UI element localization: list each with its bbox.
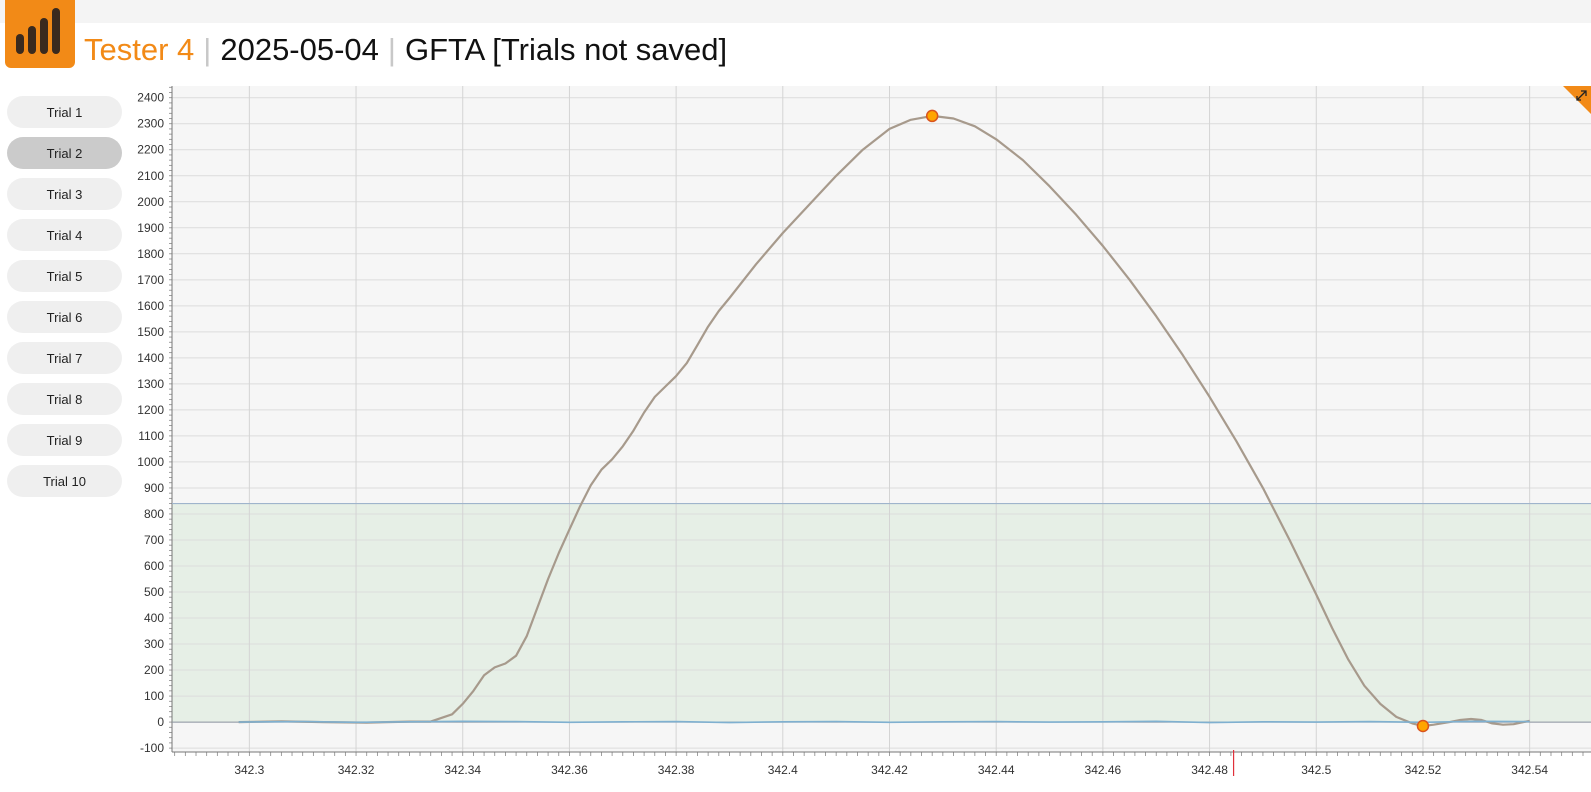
x-tick-label: 342.4 xyxy=(768,763,798,777)
y-tick-label: 1600 xyxy=(137,299,164,313)
x-tick-label: 342.54 xyxy=(1511,763,1548,777)
y-tick-label: 1500 xyxy=(137,325,164,339)
trial-button[interactable]: Trial 3 xyxy=(7,178,122,210)
y-tick-label: 1300 xyxy=(137,377,164,391)
logo-bar xyxy=(28,26,36,54)
logo-bar xyxy=(40,18,48,54)
trial-button[interactable]: Trial 5 xyxy=(7,260,122,292)
series-line xyxy=(238,114,1530,728)
y-tick-label: 2000 xyxy=(137,195,164,209)
y-tick-label: 2200 xyxy=(137,143,164,157)
y-tick-label: 500 xyxy=(144,585,164,599)
x-tick-label: 342.3 xyxy=(234,763,264,777)
y-tick-label: 2300 xyxy=(137,117,164,131)
x-tick-label: 342.46 xyxy=(1085,763,1122,777)
bar-chart-logo-icon[interactable] xyxy=(5,0,75,68)
trial-button[interactable]: Trial 9 xyxy=(7,424,122,456)
y-tick-label: 100 xyxy=(144,689,164,703)
x-tick-label: 342.34 xyxy=(444,763,481,777)
y-tick-label: 200 xyxy=(144,663,164,677)
trial-button[interactable]: Trial 1 xyxy=(7,96,122,128)
y-tick-label: 400 xyxy=(144,611,164,625)
x-tick-label: 342.38 xyxy=(658,763,695,777)
title-separator: | xyxy=(387,32,396,67)
x-tick-label: 342.5 xyxy=(1301,763,1331,777)
trial-button[interactable]: Trial 8 xyxy=(7,383,122,415)
y-tick-label: 2100 xyxy=(137,169,164,183)
y-tick-label: 700 xyxy=(144,533,164,547)
trial-button[interactable]: Trial 6 xyxy=(7,301,122,333)
x-tick-label: 342.52 xyxy=(1405,763,1442,777)
force-chart[interactable]: -100 0 100 200 300 400 500 600 700 800 900 1000 1100… xyxy=(125,86,1591,792)
trial-button[interactable]: Trial 7 xyxy=(7,342,122,374)
y-tick-label: 1000 xyxy=(137,455,164,469)
data-marker xyxy=(925,109,939,123)
y-tick-label: -100 xyxy=(140,741,164,755)
logo-bar xyxy=(52,8,60,54)
data-marker xyxy=(1416,719,1430,733)
series-line xyxy=(238,720,1530,724)
y-tick-label: 1400 xyxy=(137,351,164,365)
trial-button[interactable]: Trial 2 xyxy=(7,137,122,169)
trial-list: Trial 1 Trial 2 Trial 3 Trial 4 Trial 5 … xyxy=(7,96,122,506)
y-tick-label: 1100 xyxy=(138,429,164,443)
x-tick-label: 342.42 xyxy=(871,763,908,777)
y-tick-label: 600 xyxy=(144,559,164,573)
y-tick-label: 2400 xyxy=(137,91,164,105)
y-tick-label: 0 xyxy=(157,715,164,729)
expand-icon[interactable] xyxy=(1563,86,1591,114)
threshold-zone xyxy=(172,503,1591,723)
logo-bar xyxy=(16,34,24,54)
x-tick-label: 342.48 xyxy=(1191,763,1228,777)
test-name: GFTA [Trials not saved] xyxy=(404,32,728,67)
y-tick-label: 1200 xyxy=(137,403,164,417)
tester-name: Tester 4 xyxy=(84,32,195,67)
x-tick-label: 342.44 xyxy=(978,763,1015,777)
y-tick-label: 1800 xyxy=(137,247,164,261)
top-strip xyxy=(0,0,1591,23)
page-title: Tester 4 | 2025-05-04 | GFTA [Trials not sav… xyxy=(84,30,727,70)
y-tick-label: 800 xyxy=(144,507,164,521)
y-tick-label: 900 xyxy=(144,481,164,495)
session-date: 2025-05-04 xyxy=(220,32,379,67)
y-tick-label: 1700 xyxy=(137,273,164,287)
y-tick-label: 1900 xyxy=(137,221,164,235)
x-tick-label: 342.32 xyxy=(338,763,375,777)
trial-button[interactable]: Trial 10 xyxy=(7,465,122,497)
trial-button[interactable]: Trial 4 xyxy=(7,219,122,251)
title-separator: | xyxy=(203,32,212,67)
y-tick-label: 300 xyxy=(144,637,164,651)
force-time-plot[interactable]: -100 0 100 200 300 400 500 600 700 800 900 1000 1100… xyxy=(125,86,1591,792)
x-tick-label: 342.36 xyxy=(551,763,588,777)
